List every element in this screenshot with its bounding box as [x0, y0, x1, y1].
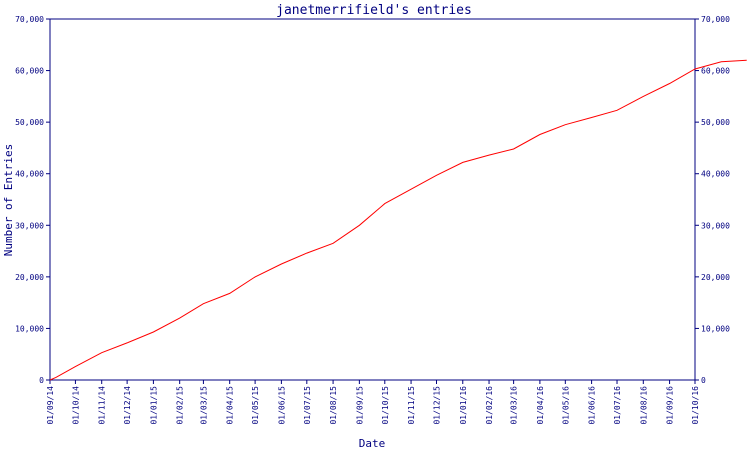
y-tick-label-right: 40,000 [701, 170, 730, 179]
x-tick-label: 01/07/16 [613, 386, 622, 425]
x-tick-label: 01/05/15 [251, 386, 260, 425]
x-tick-label: 01/09/15 [355, 386, 364, 425]
x-tick-label: 01/10/15 [381, 386, 390, 425]
x-tick-label: 01/08/15 [329, 386, 338, 425]
y-tick-label-right: 20,000 [701, 273, 730, 282]
y-tick-label-left: 40,000 [15, 170, 44, 179]
y-tick-label-left: 20,000 [15, 273, 44, 282]
x-axis-title: Date [359, 437, 386, 450]
x-tick-label: 01/03/15 [199, 386, 208, 425]
y-tick-label-left: 70,000 [15, 15, 44, 24]
y-axis-right: 0 10,000 20,000 30,000 40,000 50,000 60,000 70,… [695, 15, 730, 385]
x-tick-label: 01/10/14 [71, 386, 80, 425]
x-tick-label: 01/05/16 [561, 386, 570, 425]
x-tick-label: 01/02/16 [485, 386, 494, 425]
y-tick-label-right: 50,000 [701, 118, 730, 127]
x-tick-label: 01/06/15 [277, 386, 286, 425]
y-tick-label-right: 70,000 [701, 15, 730, 24]
y-tick-label-right: 0 [701, 376, 706, 385]
y-axis-title: Number of Entries [2, 144, 15, 257]
x-axis: 01/09/14 01/10/14 01/11/14 01/12/14 01/01/15… [46, 380, 700, 425]
x-tick-label: 01/12/15 [432, 386, 441, 425]
x-tick-label: 01/04/16 [536, 386, 545, 425]
x-tick-label: 01/09/14 [46, 386, 55, 425]
y-tick-label-left: 10,000 [15, 324, 44, 333]
x-tick-label: 01/02/15 [176, 386, 185, 425]
x-tick-label: 01/11/15 [407, 386, 416, 425]
y-tick-label-left: 0 [39, 376, 44, 385]
chart-title: janetmerrifield's entries [276, 3, 472, 18]
y-axis-left: 0 10,000 20,000 30,000 40,000 50,000 60,000 70,… [15, 15, 50, 385]
x-tick-label: 01/11/14 [98, 386, 107, 425]
y-tick-label-right: 60,000 [701, 67, 730, 76]
x-tick-label: 01/01/15 [149, 386, 158, 425]
y-tick-label-right: 10,000 [701, 324, 730, 333]
x-tick-label: 01/10/16 [691, 386, 700, 425]
x-tick-label: 01/04/15 [226, 386, 235, 425]
x-tick-label: 01/12/14 [123, 386, 132, 425]
plot-area-frame [49, 18, 696, 381]
x-tick-label: 01/03/16 [510, 386, 519, 425]
y-tick-label-right: 30,000 [701, 221, 730, 230]
series-layer [49, 59, 747, 381]
x-tick-label: 01/01/16 [459, 386, 468, 425]
y-tick-label-left: 50,000 [15, 118, 44, 127]
x-tick-label: 01/08/16 [639, 386, 648, 425]
series-line [49, 59, 747, 381]
y-tick-label-left: 60,000 [15, 67, 44, 76]
x-tick-label: 01/07/15 [303, 386, 312, 425]
x-tick-label: 01/09/16 [666, 386, 675, 425]
x-tick-label: 01/06/16 [588, 386, 597, 425]
y-tick-label-left: 30,000 [15, 221, 44, 230]
